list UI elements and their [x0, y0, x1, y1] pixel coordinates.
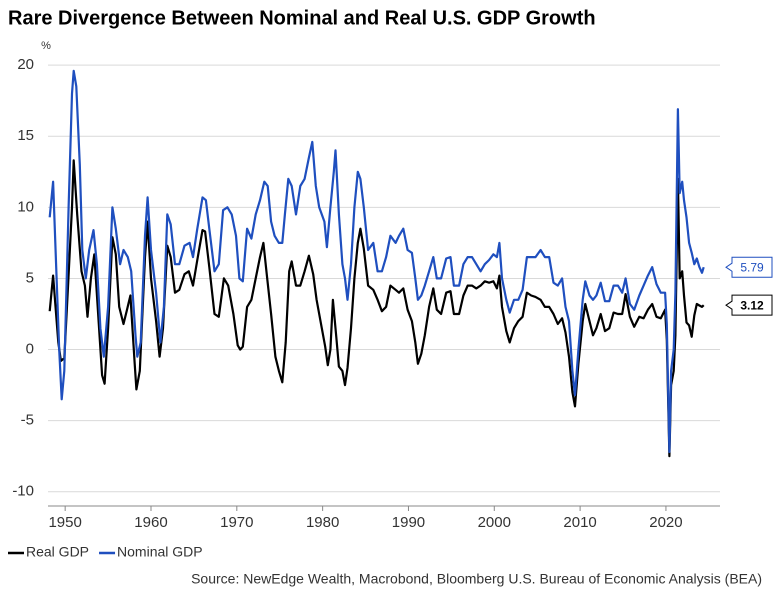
- x-tick-label: 1960: [134, 514, 167, 531]
- y-tick-label: 10: [17, 198, 34, 215]
- series-line: [48, 159, 705, 458]
- legend-label: Real GDP: [26, 544, 89, 560]
- x-tick-label: 2010: [563, 514, 596, 531]
- chart-title: Rare Divergence Between Nominal and Real…: [8, 7, 596, 29]
- source-note: Source: NewEdge Wealth, Macrobond, Bloom…: [191, 571, 762, 587]
- y-unit-label: %: [41, 40, 51, 52]
- y-tick-label: 0: [26, 341, 34, 358]
- legend-label: Nominal GDP: [117, 544, 203, 560]
- x-tick-label: 2020: [649, 514, 682, 531]
- x-tick-label: 2000: [478, 514, 511, 531]
- y-tick-label: -5: [21, 412, 34, 429]
- y-tick-label: 15: [17, 127, 34, 144]
- value-label-box: [725, 256, 773, 278]
- y-tick-label: 5: [26, 269, 34, 286]
- y-tick-label: 20: [17, 56, 34, 73]
- value-label-box: [725, 294, 773, 316]
- x-tick-label: 1950: [48, 514, 81, 531]
- series-line: [48, 69, 705, 454]
- x-tick-label: 1990: [392, 514, 425, 531]
- y-tick-label: -10: [12, 483, 34, 500]
- value-label: 3.12: [740, 298, 764, 312]
- value-label: 5.79: [740, 260, 764, 274]
- x-tick-label: 1980: [306, 514, 339, 531]
- x-tick-label: 1970: [220, 514, 253, 531]
